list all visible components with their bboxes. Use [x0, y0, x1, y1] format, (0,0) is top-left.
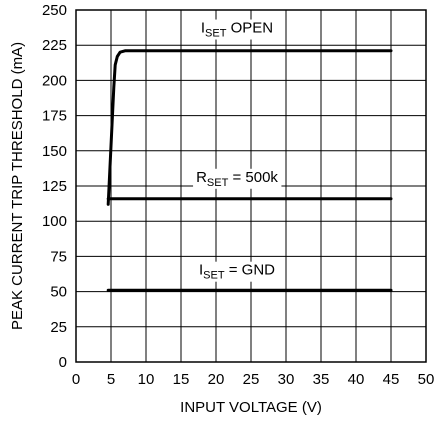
x-tick-label: 40 [348, 371, 365, 388]
series-label-rest: = GND [225, 262, 276, 279]
series-label-2: RSET = 500k [196, 169, 278, 189]
series-label-1: ISET OPEN [201, 20, 273, 40]
series-label-subscript: SET [207, 177, 229, 189]
series-line-1 [106, 49, 393, 206]
y-tick-label: 225 [42, 37, 67, 54]
x-tick-label: 50 [418, 371, 435, 388]
y-tick-label: 100 [42, 213, 67, 230]
plot-frame [75, 9, 427, 363]
series-label-rest: OPEN [226, 20, 273, 37]
y-tick-label: 75 [50, 248, 67, 265]
y-tick-label: 0 [59, 354, 67, 371]
x-tick-label: 10 [138, 371, 155, 388]
series-label-bg [193, 168, 282, 189]
x-tick-label: 30 [278, 371, 295, 388]
series-label-3: ISET = GND [199, 262, 275, 282]
series-label-main: R [196, 169, 207, 186]
x-tick-label: 0 [72, 371, 80, 388]
y-tick-label: 175 [42, 108, 67, 125]
y-tick-label: 25 [50, 319, 67, 336]
series-label-main: I [201, 20, 205, 37]
x-axis-label: INPUT VOLTAGE (V) [180, 399, 322, 416]
series-label-rest: = 500k [228, 169, 278, 186]
x-tick-label: 25 [243, 371, 260, 388]
series-label-main: I [199, 262, 203, 279]
series-label-subscript: SET [203, 270, 225, 282]
series-label-bg [195, 261, 279, 282]
y-axis-label: PEAK CURRENT TRIP THRESHOLD (mA) [9, 42, 26, 330]
tick-labels: 0 5 10 15 20 25 30 35 40 45 50 0 25 50 75 100 125 150 175 2… [42, 2, 434, 388]
y-tick-label: 125 [42, 178, 67, 195]
x-tick-label: 20 [208, 371, 225, 388]
x-tick-label: 5 [107, 371, 115, 388]
series-group [106, 49, 393, 292]
series-label-subscript: SET [205, 28, 227, 40]
y-tick-label: 200 [42, 72, 67, 89]
x-tick-label: 15 [173, 371, 190, 388]
y-tick-label: 150 [42, 143, 67, 160]
series-label-bg [197, 19, 277, 40]
x-tick-label: 45 [383, 371, 400, 388]
y-tick-label: 250 [42, 2, 67, 19]
x-tick-label: 35 [313, 371, 330, 388]
y-tick-label: 50 [50, 284, 67, 301]
